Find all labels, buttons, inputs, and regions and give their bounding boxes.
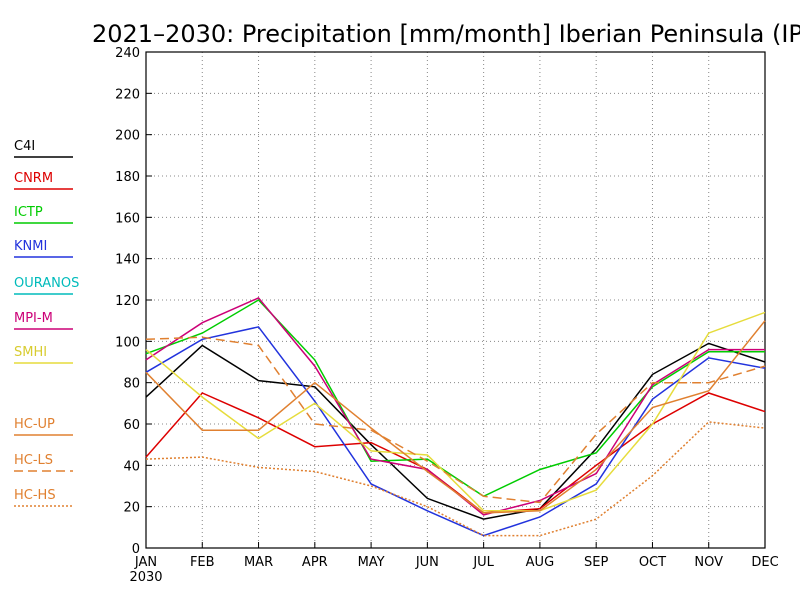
y-tick-label: 20 <box>123 501 140 516</box>
legend-label-mpi-m: MPI-M <box>14 311 53 326</box>
chart-title: 2021–2030: Precipitation [mm/month] Iber… <box>92 20 800 48</box>
series-line-knmi <box>145 326 766 537</box>
legend-label-hc-hs: HC-HS <box>14 488 56 503</box>
y-tick-label: 240 <box>115 46 140 61</box>
series-line-ictp <box>145 299 765 498</box>
x-tick-label: JAN <box>134 555 157 570</box>
series-line-hc-up <box>145 320 766 514</box>
legend-label-ouranos: OURANOS <box>14 276 79 291</box>
plot-frame <box>145 51 766 549</box>
series-line-hc-hs <box>145 421 766 537</box>
x-tick-label: OCT <box>639 555 666 570</box>
y-tick-label: 80 <box>123 377 140 392</box>
x-tick-label: DEC <box>751 555 778 570</box>
legend: C4I CNRM ICTP KNMI OURANOS MPI-M SMHI HC-UP HC-L… <box>14 139 79 507</box>
series-line-smhi <box>145 311 766 512</box>
x-tick-label: MAR <box>244 555 273 570</box>
series-line-c4i <box>145 342 766 520</box>
y-tick-label: 40 <box>123 459 140 474</box>
series-line-hc-ls <box>145 336 766 504</box>
x-tick-label: NOV <box>694 555 723 570</box>
x-sublabel: 2030 <box>129 570 162 585</box>
legend-label-hc-up: HC-UP <box>14 417 55 432</box>
y-tick-label: 120 <box>115 294 140 309</box>
legend-label-smhi: SMHI <box>14 345 47 360</box>
legend-label-ictp: ICTP <box>14 205 43 220</box>
x-tick-label: AUG <box>526 555 554 570</box>
x-tick-label: JUN <box>415 555 439 570</box>
grid <box>146 51 765 548</box>
y-tick-label: 160 <box>115 211 140 226</box>
x-tick-label: APR <box>302 555 328 570</box>
legend-label-cnrm: CNRM <box>14 171 53 186</box>
x-tick-label: JUL <box>472 555 494 570</box>
legend-label-hc-ls: HC-LS <box>14 453 53 468</box>
y-tick-label: 0 <box>132 542 140 557</box>
legend-label-c4i: C4I <box>14 139 35 154</box>
y-tick-label: 220 <box>115 87 140 102</box>
x-tick-label: SEP <box>584 555 608 570</box>
legend-label-knmi: KNMI <box>14 239 47 254</box>
y-tick-label: 140 <box>115 253 140 268</box>
y-tick-label: 60 <box>123 418 140 433</box>
axes: 0 20 40 60 80 100 120 140 160 180 200 220 240 JAN FEB M… <box>115 46 778 585</box>
x-tick-label: FEB <box>190 555 215 570</box>
y-tick-label: 180 <box>115 170 140 185</box>
series-line-cnrm <box>145 392 766 514</box>
y-tick-label: 100 <box>115 335 140 350</box>
series-lines <box>145 296 766 537</box>
x-tick-label: MAY <box>358 555 385 570</box>
y-tick-label: 200 <box>115 129 140 144</box>
